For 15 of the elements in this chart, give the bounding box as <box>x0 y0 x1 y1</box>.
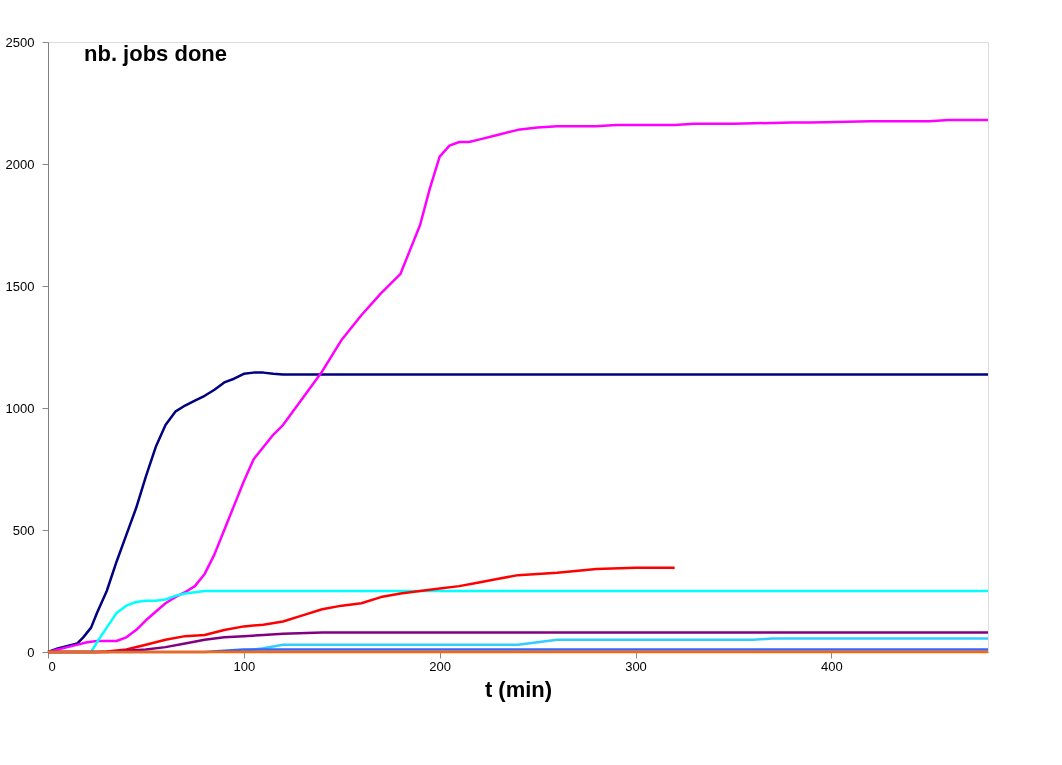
x-axis-title: t (min) <box>484 676 553 702</box>
y-tick-label: 2500 <box>5 34 35 50</box>
y-tick-label: 500 <box>12 522 35 538</box>
x-tick-label: 200 <box>429 658 452 674</box>
y-tick-label: 1000 <box>5 400 35 416</box>
x-tick-label: 400 <box>820 658 843 674</box>
line-series <box>46 371 990 654</box>
x-tick-label: 100 <box>233 658 256 674</box>
y-axis-title: nb. jobs done <box>84 41 227 66</box>
y-tick-label: 1500 <box>5 278 35 294</box>
y-tick-label: 2000 <box>5 156 35 172</box>
y-tick-label: 0 <box>27 644 35 660</box>
line-series <box>46 118 990 654</box>
x-tick-label: 300 <box>625 658 647 674</box>
x-tick-label: 0 <box>48 658 56 674</box>
